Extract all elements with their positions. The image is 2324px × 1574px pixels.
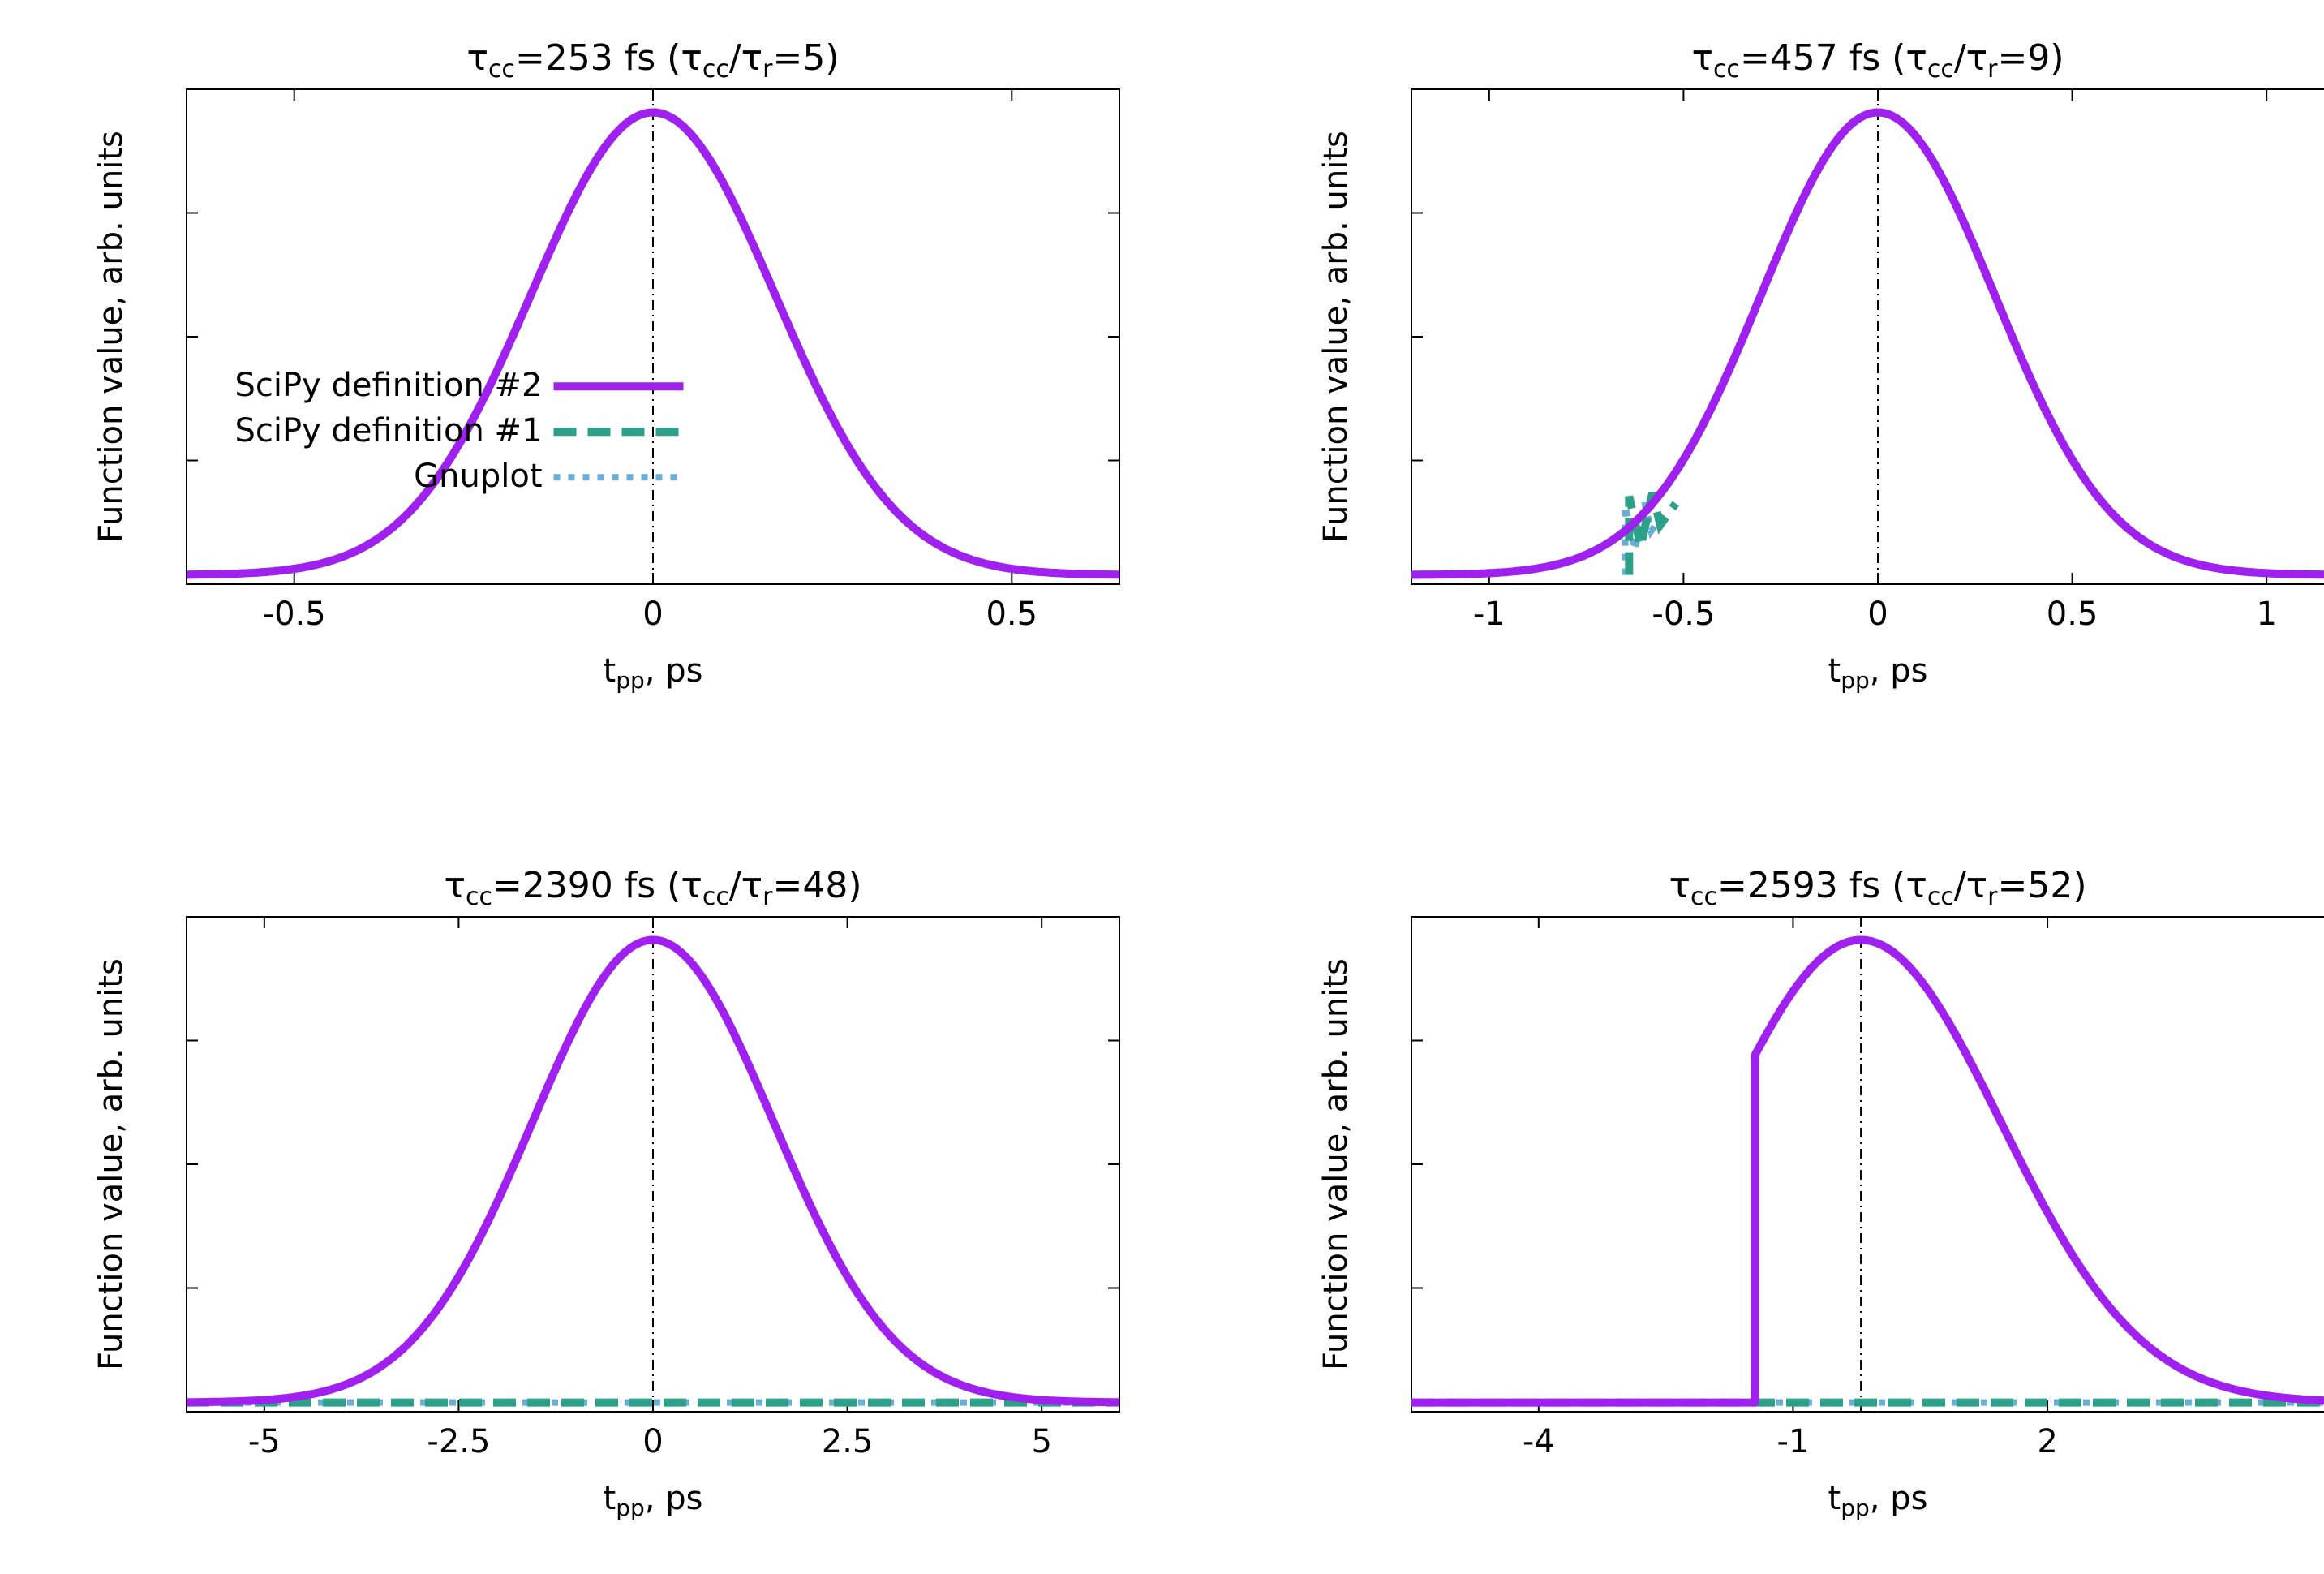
xtick-label: -1 [1777,1423,1810,1460]
legend-label-scipy2: SciPy definition #2 [235,367,543,404]
series-scipy1 [1411,113,2324,575]
x-axis-label: tpp, ps [1828,652,1928,694]
legend-label-gnuplot: Gnuplot [414,458,542,495]
xtick-label: 5 [1031,1423,1051,1460]
xtick-label: -0.5 [1652,596,1715,633]
figure: -0.5 0 0.5 τcc=253 fs (τcc/τr=5) tpp, ps Func… [0,0,2324,1520]
chart-panel-1: -1 -0.5 0 0.5 1 τcc=457 fs (τcc/τr=9) tpp, ps F… [1306,24,2324,746]
x-axis-label: tpp, ps [604,652,703,694]
chart-panel-2: -5 -2.5 0 2.5 5 τcc=2390 fs (τcc/τr=48) tpp, p… [81,852,1201,1574]
series-gnuplot [1411,113,2324,575]
xtick-label: 1 [2256,596,2276,633]
xtick-label: 0 [642,1423,663,1460]
x-axis-label: tpp, ps [1828,1480,1928,1521]
xtick-label: -0.5 [263,596,326,633]
panel-title: τcc=2593 fs (τcc/τr=52) [1669,865,2086,911]
chart-panel-3: -4 -1 2 τcc=2593 fs (τcc/τr=52) tpp, ps Funct… [1306,852,2324,1574]
xtick-label: -2.5 [427,1423,490,1460]
chart-panel-0: -0.5 0 0.5 τcc=253 fs (τcc/τr=5) tpp, ps Func… [81,24,1201,746]
panel-title: τcc=2390 fs (τcc/τr=48) [444,865,861,911]
xtick-label: -1 [1473,596,1506,633]
xtick-label: 0.5 [2047,596,2098,633]
xtick-label: 0.5 [986,596,1037,633]
y-axis-label: Function value, arb. units [1317,131,1355,543]
x-axis-label: tpp, ps [604,1480,703,1521]
xtick-label: -4 [1523,1423,1555,1460]
y-axis-label: Function value, arb. units [1317,958,1355,1370]
panel-title: τcc=457 fs (τcc/τr=9) [1691,37,2064,84]
y-axis-label: Function value, arb. units [92,958,130,1370]
xtick-label: -5 [248,1423,281,1460]
xtick-label: 0 [642,596,663,633]
panel-title: τcc=253 fs (τcc/τr=5) [466,37,839,84]
xtick-label: 2 [2037,1423,2057,1460]
xtick-label: 2.5 [822,1423,874,1460]
series-scipy2 [1411,940,2324,1403]
series-scipy2 [1411,113,2324,575]
xtick-label: 0 [1867,596,1888,633]
y-axis-label: Function value, arb. units [92,131,130,543]
legend-label-scipy1: SciPy definition #1 [235,412,543,449]
